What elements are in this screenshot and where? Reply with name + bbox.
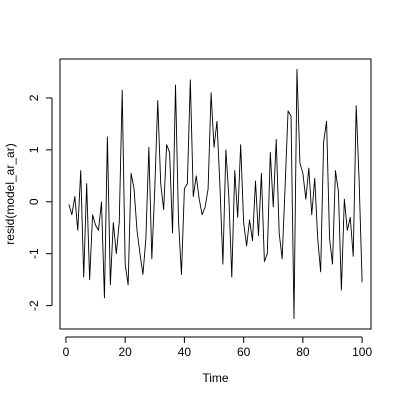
y-tick-label: 1 [27, 146, 41, 153]
y-tick-label: -2 [27, 300, 41, 311]
y-axis-title: resid(model_ar_ar) [3, 143, 17, 244]
x-tick-label: 20 [118, 345, 132, 359]
plot-frame [59, 58, 372, 330]
x-axis-title: Time [202, 371, 229, 385]
y-tick-label: -1 [27, 248, 41, 259]
x-tick-label: 0 [63, 345, 70, 359]
x-axis: 0 20 40 60 80 100 [63, 336, 372, 359]
x-tick-label: 60 [237, 345, 251, 359]
series-line [68, 68, 363, 320]
y-axis: -2 -1 0 1 2 [27, 94, 53, 311]
y-tick-label: 0 [27, 198, 41, 205]
x-tick-label: 100 [352, 345, 372, 359]
x-tick-label: 80 [296, 345, 310, 359]
x-tick-label: 40 [178, 345, 192, 359]
y-tick-label: 2 [27, 94, 41, 101]
